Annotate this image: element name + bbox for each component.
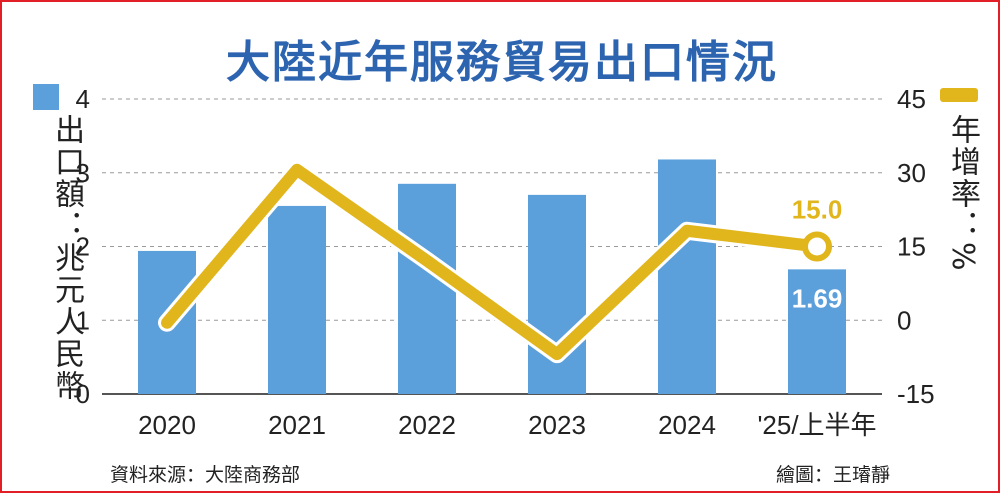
bar <box>788 269 846 394</box>
chart-title: 大陸近年服務貿易出口情況 <box>226 37 778 88</box>
category-label: 2020 <box>138 410 196 440</box>
right-axis-unit: 年增率：% <box>945 114 980 273</box>
growth-line <box>161 163 823 361</box>
category-label: '25/上半年 <box>757 410 876 440</box>
category-label: 2023 <box>528 410 586 440</box>
bar <box>268 205 326 394</box>
category-label: 2024 <box>658 410 716 440</box>
right-tick-label: 15 <box>897 232 926 262</box>
left-tick-label: 4 <box>76 84 90 114</box>
bar <box>658 159 716 394</box>
growth-line-outline <box>158 160 826 364</box>
right-tick-label: -15 <box>897 379 935 409</box>
growth-data-label: 15.0 <box>792 195 843 225</box>
left-tick-label: 3 <box>76 158 90 188</box>
left-tick-label: 2 <box>76 232 90 262</box>
bar-data-label: 1.69 <box>792 283 843 313</box>
bar <box>398 183 456 394</box>
category-label: 2021 <box>268 410 326 440</box>
growth-line-endpoint <box>802 231 832 262</box>
right-tick-label: 0 <box>897 305 911 335</box>
left-tick-label: 0 <box>76 379 90 409</box>
bar <box>528 194 586 394</box>
left-axis-unit: 出口額：兆元人民幣 <box>49 114 84 402</box>
legend-bar-swatch <box>33 84 59 110</box>
category-label: 2022 <box>398 410 456 440</box>
source-note: 資料來源：大陸商務部 <box>110 464 301 486</box>
left-tick-label: 1 <box>76 305 90 335</box>
right-tick-label: 45 <box>897 84 926 114</box>
credit-note: 繪圖：王璿靜 <box>775 464 890 486</box>
right-tick-label: 30 <box>897 158 926 188</box>
legend-line-swatch <box>940 88 978 102</box>
